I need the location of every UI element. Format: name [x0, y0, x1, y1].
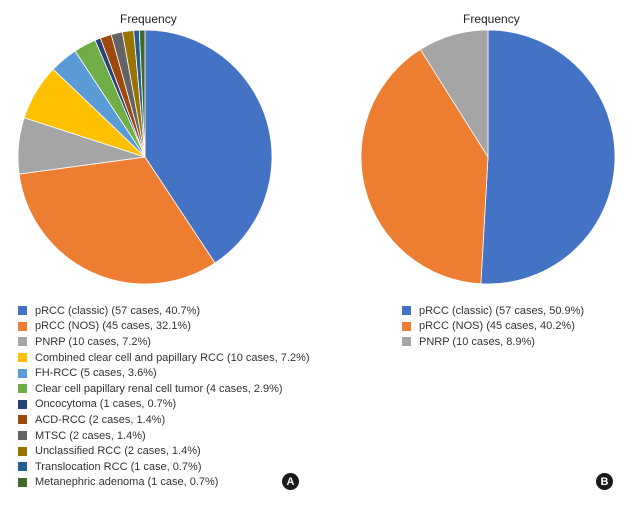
legend-label: PNRP (10 cases, 7.2%): [35, 335, 151, 348]
legend-item: pRCC (classic) (57 cases, 50.9%): [402, 303, 584, 319]
legend-b: pRCC (classic) (57 cases, 50.9%) pRCC (NO…: [402, 303, 584, 350]
legend-label: Clear cell papillary renal cell tumor (4…: [35, 382, 283, 395]
legend-swatch: [18, 399, 27, 409]
legend-item: PNRP (10 cases, 7.2%): [18, 334, 310, 350]
chart-a-title: Frequency: [120, 12, 177, 26]
legend-label: ACD-RCC (2 cases, 1.4%): [35, 413, 166, 426]
pie-b-slice-1: [360, 48, 489, 285]
pie-chart-a: [17, 30, 273, 285]
pie-a-slice-1: [18, 156, 216, 285]
legend-swatch: [18, 415, 27, 425]
legend-item: pRCC (NOS) (45 cases, 32.1%): [18, 319, 310, 335]
legend-swatch: [18, 368, 27, 378]
legend-label: Translocation RCC (1 case, 0.7%): [35, 460, 202, 473]
legend-swatch: [18, 431, 27, 441]
legend-a: pRCC (classic) (57 cases, 40.7%) pRCC (NO…: [18, 303, 310, 490]
legend-swatch: [18, 337, 27, 347]
legend-swatch: [18, 384, 27, 394]
legend-item: PNRP (10 cases, 8.9%): [402, 334, 584, 350]
legend-swatch: [18, 446, 27, 456]
legend-label: pRCC (classic) (57 cases, 40.7%): [35, 304, 201, 317]
legend-label: pRCC (NOS) (45 cases, 40.2%): [419, 320, 575, 333]
legend-item: pRCC (NOS) (45 cases, 40.2%): [402, 319, 584, 335]
legend-swatch: [18, 321, 27, 331]
legend-item: Clear cell papillary renal cell tumor (4…: [18, 381, 310, 397]
legend-label: PNRP (10 cases, 8.9%): [419, 335, 535, 348]
legend-swatch: [402, 306, 411, 316]
legend-swatch: [18, 477, 27, 487]
legend-label: Oncocytoma (1 cases, 0.7%): [35, 398, 177, 411]
chart-b-title: Frequency: [463, 12, 520, 26]
legend-item: MTSC (2 cases, 1.4%): [18, 428, 310, 444]
panel-b: Frequency pRCC (classic) (57 cases, 50.9…: [345, 0, 631, 512]
legend-swatch: [402, 321, 411, 331]
legend-item: ACD-RCC (2 cases, 1.4%): [18, 412, 310, 428]
legend-label: Unclassified RCC (2 cases, 1.4%): [35, 445, 201, 458]
panel-a: Frequency pRCC (classic) (57 cases, 40.7…: [0, 0, 315, 512]
legend-label: Metanephric adenoma (1 case, 0.7%): [35, 476, 219, 489]
legend-swatch: [18, 306, 27, 316]
legend-item: FH-RCC (5 cases, 3.6%): [18, 365, 310, 381]
legend-swatch: [18, 353, 27, 363]
legend-swatch: [402, 337, 411, 347]
legend-item: pRCC (classic) (57 cases, 40.7%): [18, 303, 310, 319]
pie-chart-b: [360, 30, 616, 285]
legend-label: FH-RCC (5 cases, 3.6%): [35, 367, 157, 380]
legend-label: pRCC (classic) (57 cases, 50.9%): [419, 304, 585, 317]
pie-b-slice-2: [419, 30, 489, 159]
pie-a-slice-11: [138, 30, 146, 158]
legend-item: Unclassified RCC (2 cases, 1.4%): [18, 443, 310, 459]
legend-item: Combined clear cell and papillary RCC (1…: [18, 350, 310, 366]
legend-item: Metanephric adenoma (1 case, 0.7%): [18, 475, 310, 491]
legend-label: Combined clear cell and papillary RCC (1…: [35, 351, 310, 364]
panel-label-b: B: [596, 473, 613, 490]
legend-item: Oncocytoma (1 cases, 0.7%): [18, 397, 310, 413]
legend-swatch: [18, 462, 27, 472]
panel-label-a: A: [282, 473, 299, 490]
legend-label: MTSC (2 cases, 1.4%): [35, 429, 146, 442]
legend-item: Translocation RCC (1 case, 0.7%): [18, 459, 310, 475]
legend-label: pRCC (NOS) (45 cases, 32.1%): [35, 320, 191, 333]
pie-b-slice-0: [480, 30, 616, 285]
